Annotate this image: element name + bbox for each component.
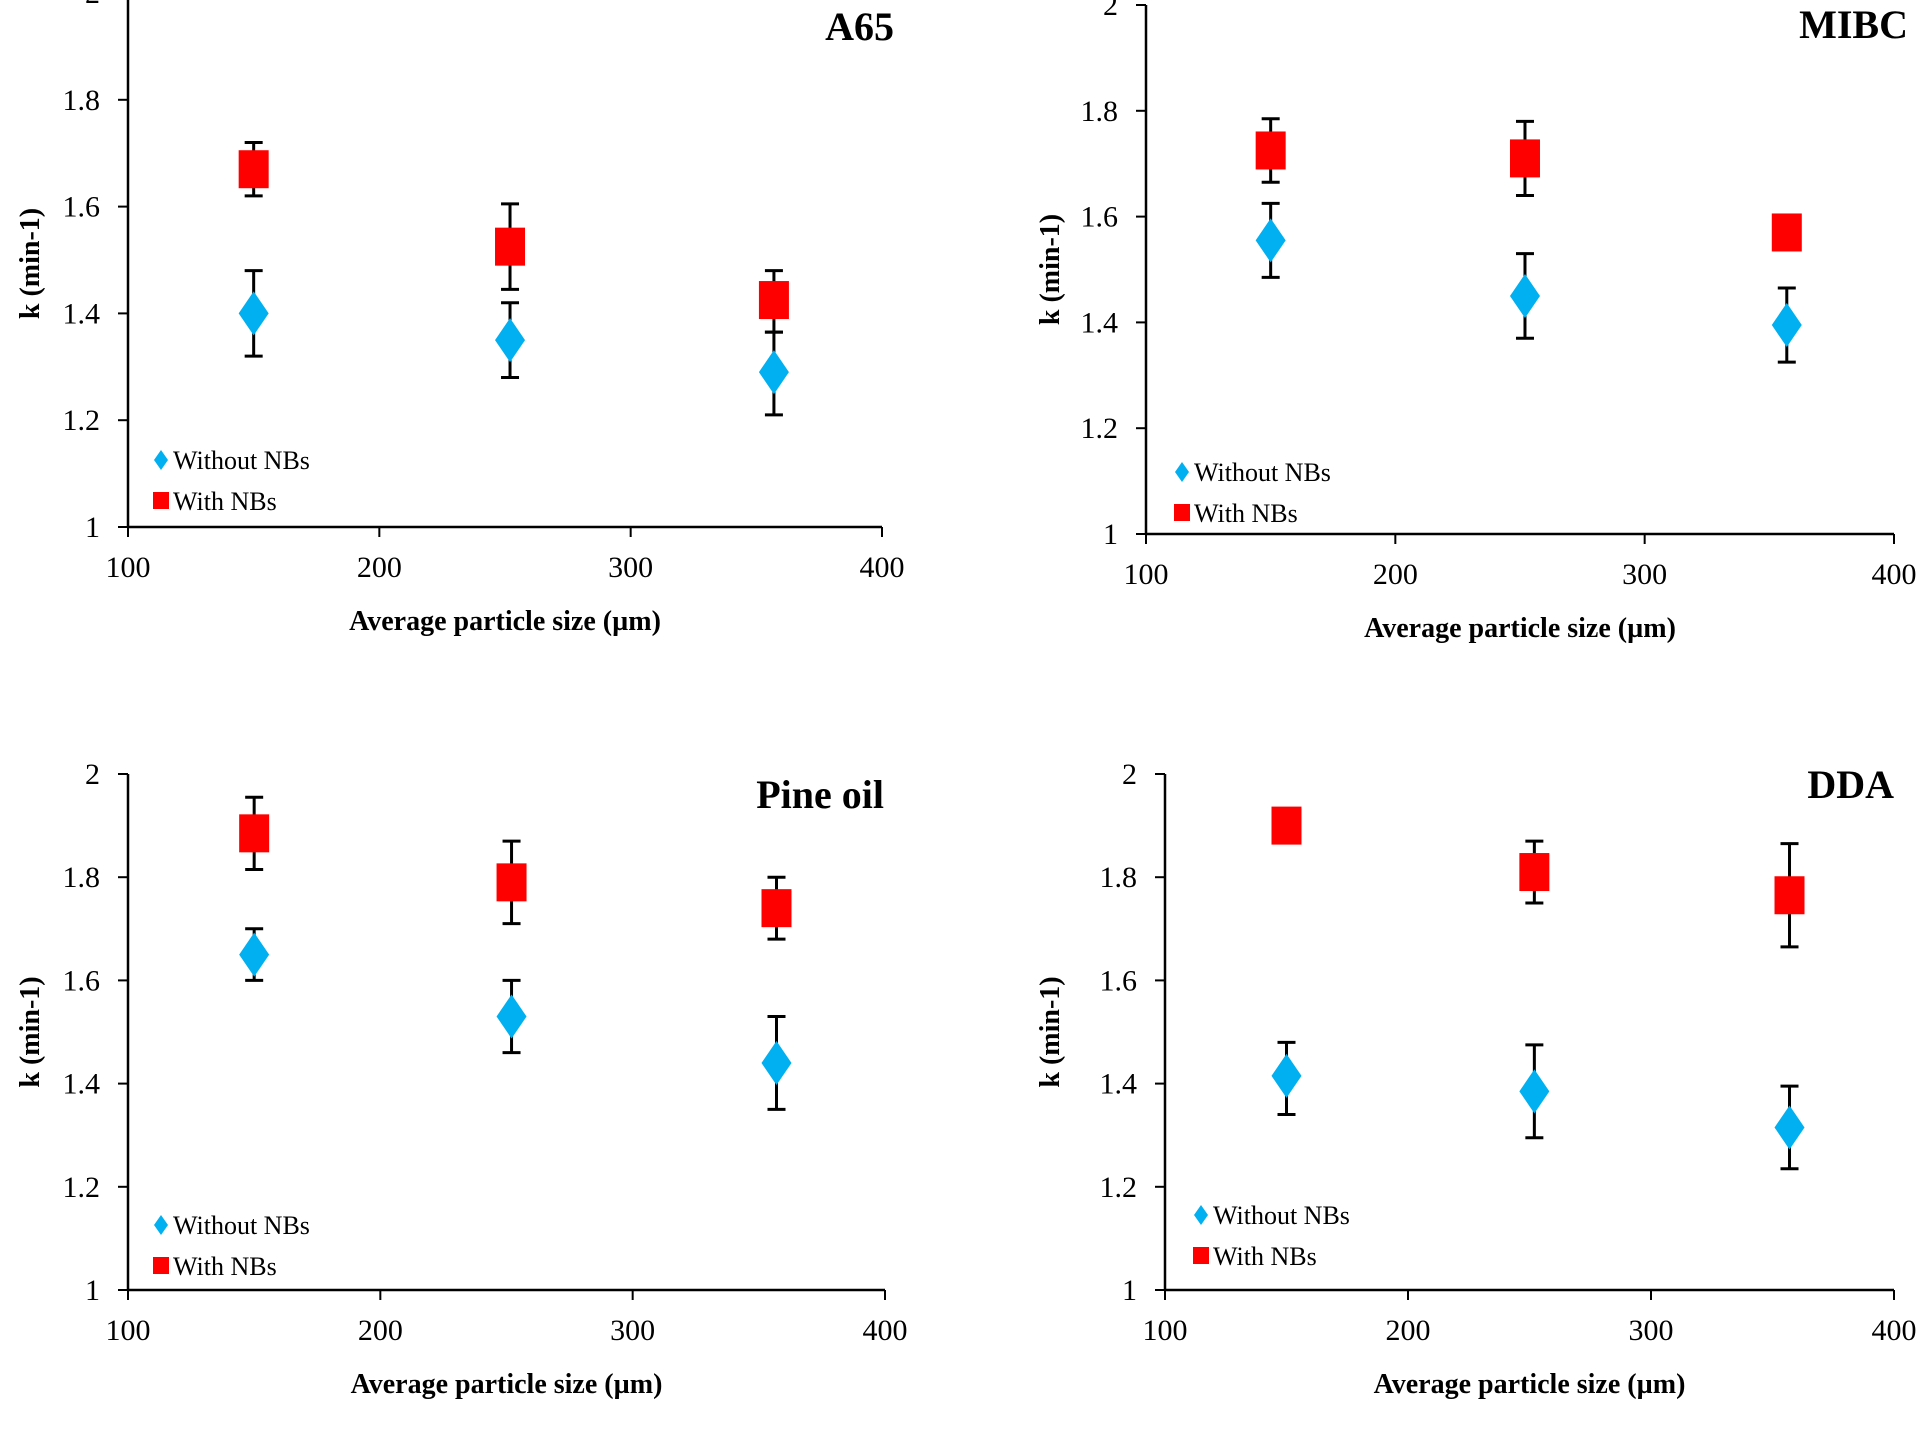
y-tick-label: 1.2 bbox=[1081, 412, 1119, 445]
x-tick-label: 300 bbox=[1622, 558, 1667, 591]
x-axis-label: Average particle size (µm) bbox=[1364, 613, 1676, 644]
x-tick-label: 200 bbox=[358, 1314, 403, 1347]
legend-label: Without NBs bbox=[173, 446, 310, 475]
x-tick-label: 400 bbox=[1872, 558, 1917, 591]
legend-marker-diamond bbox=[154, 450, 168, 470]
y-tick-label: 1.8 bbox=[63, 861, 101, 894]
data-point-square bbox=[496, 863, 527, 902]
chart-title: MIBC bbox=[1799, 2, 1908, 47]
legend-label: With NBs bbox=[173, 487, 277, 516]
legend-label: Without NBs bbox=[1194, 458, 1331, 487]
y-tick-label: 1.6 bbox=[1081, 201, 1119, 234]
x-tick-label: 100 bbox=[106, 1314, 151, 1347]
data-point-diamond bbox=[495, 318, 526, 363]
y-tick-label: 1 bbox=[1122, 1274, 1137, 1307]
y-tick-label: 1.8 bbox=[1100, 861, 1138, 894]
y-tick-label: 1.2 bbox=[63, 1171, 101, 1204]
legend-label: With NBs bbox=[1194, 499, 1298, 528]
data-point-diamond bbox=[1774, 1105, 1805, 1150]
y-axis-label: k (min-1) bbox=[1035, 214, 1066, 325]
legend-marker-diamond bbox=[154, 1215, 168, 1235]
y-axis-label: k (min-1) bbox=[15, 208, 46, 319]
data-point-square bbox=[1255, 131, 1286, 170]
data-point-square bbox=[1271, 806, 1302, 845]
legend-marker-diamond bbox=[1175, 462, 1189, 482]
y-tick-label: 1.6 bbox=[63, 964, 101, 997]
x-axis-label: Average particle size (µm) bbox=[351, 1369, 663, 1400]
data-point-square bbox=[238, 150, 269, 189]
chart-panel-0: 100 200 300 400 1 1.2 1.4 1.6 1.8 2 Average partic… bbox=[15, 0, 905, 637]
chart-panel-2: 100 200 300 400 1 1.2 1.4 1.6 1.8 2 Average partic… bbox=[15, 758, 908, 1400]
x-tick-label: 300 bbox=[608, 551, 653, 584]
legend-label: With NBs bbox=[173, 1252, 277, 1281]
y-tick-label: 2 bbox=[85, 0, 100, 10]
data-point-square bbox=[761, 889, 792, 928]
y-axis-label: k (min-1) bbox=[1035, 976, 1066, 1087]
x-tick-label: 300 bbox=[1629, 1314, 1674, 1347]
data-point-diamond bbox=[1771, 303, 1802, 348]
x-tick-label: 200 bbox=[1386, 1314, 1431, 1347]
x-tick-label: 100 bbox=[1143, 1314, 1188, 1347]
chart-title: DDA bbox=[1807, 762, 1894, 807]
data-point-square bbox=[1519, 853, 1550, 892]
data-point-diamond bbox=[496, 994, 527, 1039]
chart-panel-1: 100 200 300 400 1 1.2 1.4 1.6 1.8 2 Average partic… bbox=[1035, 0, 1917, 644]
legend-marker-square bbox=[1193, 1247, 1209, 1264]
x-tick-label: 400 bbox=[863, 1314, 908, 1347]
y-tick-label: 1.6 bbox=[63, 191, 101, 224]
legend-marker-square bbox=[153, 492, 169, 509]
legend-label: Without NBs bbox=[1213, 1201, 1350, 1230]
x-tick-label: 200 bbox=[1373, 558, 1418, 591]
y-tick-label: 1.2 bbox=[1100, 1171, 1138, 1204]
x-tick-label: 400 bbox=[1872, 1314, 1917, 1347]
data-point-square bbox=[1771, 213, 1802, 252]
data-point-square bbox=[758, 281, 789, 320]
y-tick-label: 1.2 bbox=[63, 404, 101, 437]
data-point-square bbox=[239, 814, 270, 853]
data-point-square bbox=[1774, 876, 1805, 915]
y-tick-label: 1.8 bbox=[63, 84, 101, 117]
y-tick-label: 2 bbox=[85, 758, 100, 791]
y-tick-label: 1.4 bbox=[63, 297, 101, 330]
x-tick-label: 200 bbox=[357, 551, 402, 584]
data-point-square bbox=[1509, 139, 1540, 178]
y-tick-label: 2 bbox=[1122, 758, 1137, 791]
x-axis-label: Average particle size (µm) bbox=[1374, 1369, 1686, 1400]
y-tick-label: 1.4 bbox=[1081, 306, 1119, 339]
y-tick-label: 2 bbox=[1103, 0, 1118, 22]
x-axis-label: Average particle size (µm) bbox=[349, 606, 661, 637]
y-tick-label: 1 bbox=[85, 511, 100, 544]
y-tick-label: 1.4 bbox=[63, 1068, 101, 1101]
data-point-diamond bbox=[1519, 1069, 1550, 1114]
y-tick-label: 1.6 bbox=[1100, 964, 1138, 997]
data-point-diamond bbox=[239, 932, 270, 977]
legend-label: Without NBs bbox=[173, 1211, 310, 1240]
data-point-diamond bbox=[761, 1040, 792, 1085]
chart-panel-3: 100 200 300 400 1 1.2 1.4 1.6 1.8 2 Average partic… bbox=[1035, 758, 1917, 1400]
chart-title: A65 bbox=[825, 4, 894, 49]
legend-marker-diamond bbox=[1194, 1205, 1208, 1225]
data-point-diamond bbox=[1271, 1053, 1302, 1098]
y-axis-label: k (min-1) bbox=[15, 976, 46, 1087]
data-point-diamond bbox=[758, 350, 789, 395]
y-tick-label: 1.8 bbox=[1081, 95, 1119, 128]
x-tick-label: 100 bbox=[106, 551, 151, 584]
x-tick-label: 300 bbox=[610, 1314, 655, 1347]
legend-marker-square bbox=[153, 1257, 169, 1274]
data-point-square bbox=[495, 227, 526, 266]
legend-marker-square bbox=[1174, 504, 1190, 521]
x-tick-label: 100 bbox=[1124, 558, 1169, 591]
data-point-diamond bbox=[238, 291, 269, 336]
y-tick-label: 1 bbox=[1103, 518, 1118, 551]
data-point-diamond bbox=[1509, 273, 1540, 318]
y-tick-label: 1 bbox=[85, 1274, 100, 1307]
y-tick-label: 1.4 bbox=[1100, 1068, 1138, 1101]
legend-label: With NBs bbox=[1213, 1242, 1317, 1271]
data-point-diamond bbox=[1255, 218, 1286, 263]
x-tick-label: 400 bbox=[860, 551, 905, 584]
chart-title: Pine oil bbox=[756, 772, 884, 817]
